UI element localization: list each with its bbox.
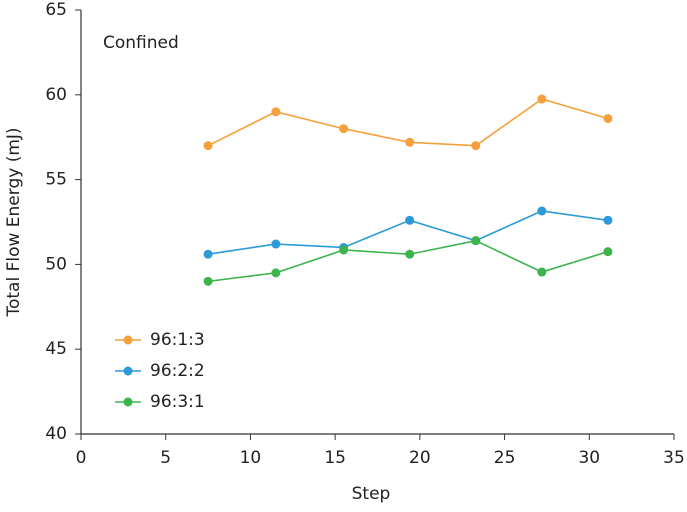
x-axis-label: Step <box>352 484 391 504</box>
data-point <box>203 249 213 259</box>
x-tick-label: 20 <box>409 448 431 468</box>
legend-label: 96:2:2 <box>150 361 205 381</box>
x-tick-label: 5 <box>160 448 171 468</box>
y-tick-label: 50 <box>45 254 67 274</box>
x-tick-label: 30 <box>578 448 600 468</box>
series-line <box>207 239 609 283</box>
data-point <box>471 141 481 151</box>
data-point <box>271 107 281 117</box>
data-point <box>339 124 349 134</box>
legend-marker <box>123 397 133 407</box>
x-tick-label: 10 <box>240 448 262 468</box>
data-point <box>405 137 415 147</box>
data-point <box>203 141 213 151</box>
x-tick-label: 25 <box>494 448 516 468</box>
data-point <box>537 94 547 104</box>
data-point <box>603 215 613 225</box>
data-point <box>603 114 613 124</box>
data-point <box>603 247 613 257</box>
data-point <box>203 276 213 286</box>
data-point <box>537 267 547 277</box>
data-point <box>537 206 547 216</box>
data-point <box>339 245 349 255</box>
legend-label: 96:3:1 <box>150 392 205 412</box>
x-tick-label: 0 <box>76 448 87 468</box>
legend-marker <box>123 335 133 345</box>
data-point <box>271 268 281 278</box>
x-tick-label: 35 <box>663 448 685 468</box>
x-tick-label: 15 <box>324 448 346 468</box>
y-tick-label: 45 <box>45 339 67 359</box>
data-point <box>271 239 281 249</box>
data-point <box>405 249 415 259</box>
y-axis-label: Total Flow Energy (mJ) <box>4 127 24 317</box>
y-tick-label: 55 <box>45 170 67 190</box>
y-tick-label: 40 <box>45 424 67 444</box>
y-tick-label: 65 <box>45 0 67 20</box>
data-point <box>471 236 481 246</box>
legend-label: 96:1:3 <box>150 330 205 350</box>
annotation: Confined <box>103 33 179 53</box>
legend-marker <box>123 366 133 376</box>
data-point <box>405 215 415 225</box>
y-tick-label: 60 <box>45 85 67 105</box>
